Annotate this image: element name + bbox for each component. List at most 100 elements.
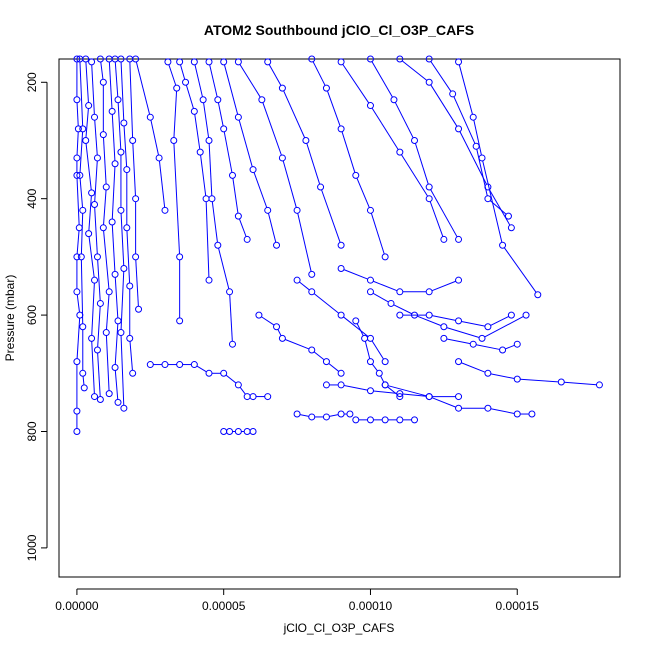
data-point xyxy=(234,58,242,66)
series-9 xyxy=(132,55,169,214)
series-segment xyxy=(108,61,113,109)
data-point xyxy=(73,55,81,63)
series-segment xyxy=(299,414,309,417)
series-segment xyxy=(401,60,428,81)
data-point xyxy=(161,206,169,214)
data-point xyxy=(425,393,433,401)
data-point xyxy=(120,119,128,127)
data-point xyxy=(322,381,330,389)
series-segment xyxy=(150,120,159,156)
data-point xyxy=(352,416,360,424)
series-25 xyxy=(293,410,354,421)
data-point xyxy=(96,395,104,403)
data-point xyxy=(123,224,131,232)
data-point xyxy=(214,241,222,249)
series-segment xyxy=(135,259,139,307)
series-16 xyxy=(264,58,345,249)
data-point xyxy=(93,253,101,261)
data-point xyxy=(249,393,257,401)
data-point xyxy=(132,253,140,261)
data-point xyxy=(411,136,419,144)
series-segment xyxy=(91,341,95,394)
data-point xyxy=(229,171,236,179)
data-point xyxy=(73,288,81,296)
data-point xyxy=(234,427,242,435)
data-point xyxy=(366,334,374,342)
series-17 xyxy=(308,55,389,261)
data-point xyxy=(396,393,404,401)
series-segment xyxy=(82,376,85,385)
series-segment xyxy=(371,340,384,360)
series-segment xyxy=(238,218,247,237)
data-point xyxy=(111,363,119,371)
series-segment xyxy=(196,365,207,373)
series-segment xyxy=(564,381,597,386)
series-segment xyxy=(97,259,101,301)
data-point xyxy=(337,58,345,66)
data-point xyxy=(396,416,404,424)
series-segment xyxy=(168,64,177,86)
data-point xyxy=(293,276,301,284)
series-segment xyxy=(484,316,524,338)
series-30 xyxy=(440,334,521,354)
series-segment xyxy=(123,125,128,167)
data-point xyxy=(258,96,266,104)
data-point xyxy=(425,311,433,319)
series-segment xyxy=(211,201,218,243)
data-point xyxy=(425,78,433,86)
data-point xyxy=(381,416,389,424)
series-segment xyxy=(103,190,107,225)
series-21 xyxy=(425,55,512,220)
data-point xyxy=(105,390,113,398)
data-point xyxy=(455,393,463,401)
data-point xyxy=(255,311,263,319)
series-segment xyxy=(85,143,92,190)
data-point xyxy=(264,393,272,401)
data-point xyxy=(243,235,251,243)
series-32 xyxy=(366,288,530,342)
series-segment xyxy=(414,143,429,185)
data-point xyxy=(455,235,463,243)
series-segment xyxy=(461,362,486,373)
series-20 xyxy=(396,55,515,232)
data-point xyxy=(182,78,190,86)
series-segment xyxy=(111,224,116,272)
data-point xyxy=(346,410,354,418)
series-28 xyxy=(381,381,536,418)
data-point xyxy=(205,58,213,66)
data-point xyxy=(74,125,82,133)
chart-title: ATOM2 Southbound jClO_Cl_O3P_CAFS xyxy=(204,22,474,38)
series-7 xyxy=(117,55,137,377)
data-point xyxy=(278,334,286,342)
series-segment xyxy=(432,315,456,321)
series-segment xyxy=(132,143,136,196)
series-segment xyxy=(453,96,476,144)
data-point xyxy=(164,58,172,66)
data-point xyxy=(77,253,85,261)
y-tick-label: 400 xyxy=(25,188,39,208)
data-point xyxy=(366,102,374,110)
data-point xyxy=(82,55,90,63)
series-segment xyxy=(430,189,458,238)
data-point xyxy=(205,136,213,144)
x-axis-label: jClO_Cl_O3P_CAFS xyxy=(283,621,395,635)
data-point xyxy=(202,195,210,203)
data-point xyxy=(176,253,184,261)
data-point xyxy=(504,212,512,220)
series-segment xyxy=(373,280,398,292)
data-point xyxy=(243,427,251,435)
data-point xyxy=(102,329,110,337)
data-point xyxy=(396,288,404,296)
series-segment xyxy=(76,230,80,254)
series-segment xyxy=(76,102,79,126)
series-segment xyxy=(326,90,341,127)
series-segment xyxy=(173,91,178,138)
series-segment xyxy=(79,61,84,126)
data-point xyxy=(273,241,281,249)
data-point xyxy=(205,276,213,284)
series-segment xyxy=(356,177,370,208)
series-segment xyxy=(76,294,80,313)
data-point xyxy=(91,276,99,284)
series-segment xyxy=(431,397,456,408)
data-point xyxy=(595,381,603,389)
